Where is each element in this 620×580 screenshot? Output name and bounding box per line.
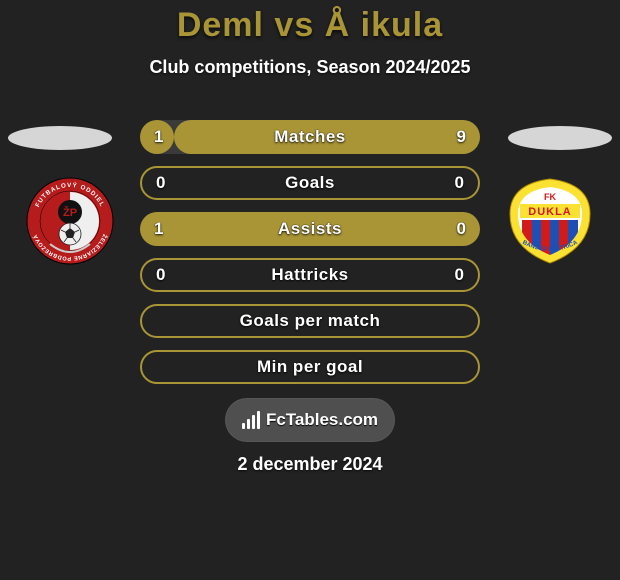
page-subtitle: Club competitions, Season 2024/2025 — [0, 57, 620, 78]
svg-text:DUKLA: DUKLA — [528, 206, 572, 218]
team-crest-right-svg: FK DUKLA BANSKÁ BYSTRICA — [500, 176, 600, 266]
brand-bars-icon — [242, 411, 260, 429]
stat-bar-matches: 1 9 Matches — [140, 120, 480, 154]
stat-value-right: 0 — [455, 265, 464, 285]
stat-label: Goals per match — [240, 311, 381, 331]
stat-bar-assists: 1 0 Assists — [140, 212, 480, 246]
stat-value-right: 9 — [457, 127, 466, 147]
team-crest-right: FK DUKLA BANSKÁ BYSTRICA — [500, 176, 600, 266]
comparison-card: Deml vs Å ikula Club competitions, Seaso… — [0, 0, 620, 580]
stat-value-left: 0 — [156, 265, 165, 285]
stat-value-right: 0 — [457, 219, 466, 239]
stat-value-left: 1 — [154, 127, 163, 147]
stat-label: Matches — [274, 127, 346, 147]
stat-label: Min per goal — [257, 357, 363, 377]
player-left-ellipse — [8, 126, 112, 150]
stat-value-right: 0 — [455, 173, 464, 193]
team-crest-left-svg: FUTBALOVÝ ODDIEL ŽELEZIARNE PODBREZOVÁ Ž… — [20, 176, 120, 266]
stat-bars: 1 9 Matches 0 0 Goals 1 0 Assists 0 0 Hattricks Goal… — [140, 120, 480, 384]
stat-label: Hattricks — [271, 265, 348, 285]
page-title: Deml vs Å ikula — [0, 0, 620, 45]
svg-text:FK: FK — [544, 192, 556, 202]
stat-label: Goals — [285, 173, 335, 193]
svg-text:ŽP: ŽP — [63, 206, 77, 219]
stat-value-left: 1 — [154, 219, 163, 239]
stat-bar-hattricks: 0 0 Hattricks — [140, 258, 480, 292]
snapshot-date: 2 december 2024 — [0, 454, 620, 475]
stat-value-left: 0 — [156, 173, 165, 193]
brand-pill[interactable]: FcTables.com — [225, 398, 395, 442]
stat-bar-gpm: Goals per match — [140, 304, 480, 338]
player-right-ellipse — [508, 126, 612, 150]
stat-bar-goals: 0 0 Goals — [140, 166, 480, 200]
brand-text: FcTables.com — [266, 410, 378, 430]
team-crest-left: FUTBALOVÝ ODDIEL ŽELEZIARNE PODBREZOVÁ Ž… — [20, 176, 120, 266]
stat-bar-mpg: Min per goal — [140, 350, 480, 384]
stat-label: Assists — [278, 219, 342, 239]
